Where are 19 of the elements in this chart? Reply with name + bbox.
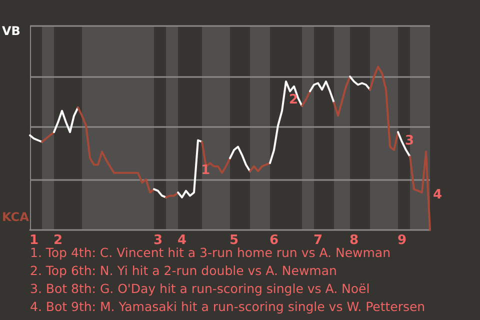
series-label: 3 xyxy=(405,133,414,148)
series-label: 2 xyxy=(289,92,298,108)
text: 4. Bot 9th: M. Yamasaki hit a run-scoring single vs W. Pettersen xyxy=(30,299,426,314)
text: KCA xyxy=(2,210,30,224)
x-tick-label: 5 xyxy=(229,233,239,248)
x-tick-label: 3 xyxy=(153,233,163,248)
x-tick-label: 6 xyxy=(269,233,279,248)
text: VB xyxy=(2,24,20,38)
text: 3. Bot 8th: G. O'Day hit a run-scoring single vs A. Noël xyxy=(30,281,370,296)
series-label: 4 xyxy=(433,187,442,202)
x-tick-label: 9 xyxy=(397,233,407,248)
x-tick-label: 8 xyxy=(349,233,359,248)
x-tick-label: 2 xyxy=(53,233,63,248)
x-tick-label: 4 xyxy=(177,233,187,248)
x-tick-label: 7 xyxy=(313,233,323,248)
x-tick-label: 1 xyxy=(29,233,39,248)
text: 2. Top 6th: N. Yi hit a 2-run double vs A. Newman xyxy=(30,263,337,278)
series-label: 1 xyxy=(201,162,210,178)
text: 1. Top 4th: C. Vincent hit a 3-run home run vs A. Newman xyxy=(30,245,391,260)
